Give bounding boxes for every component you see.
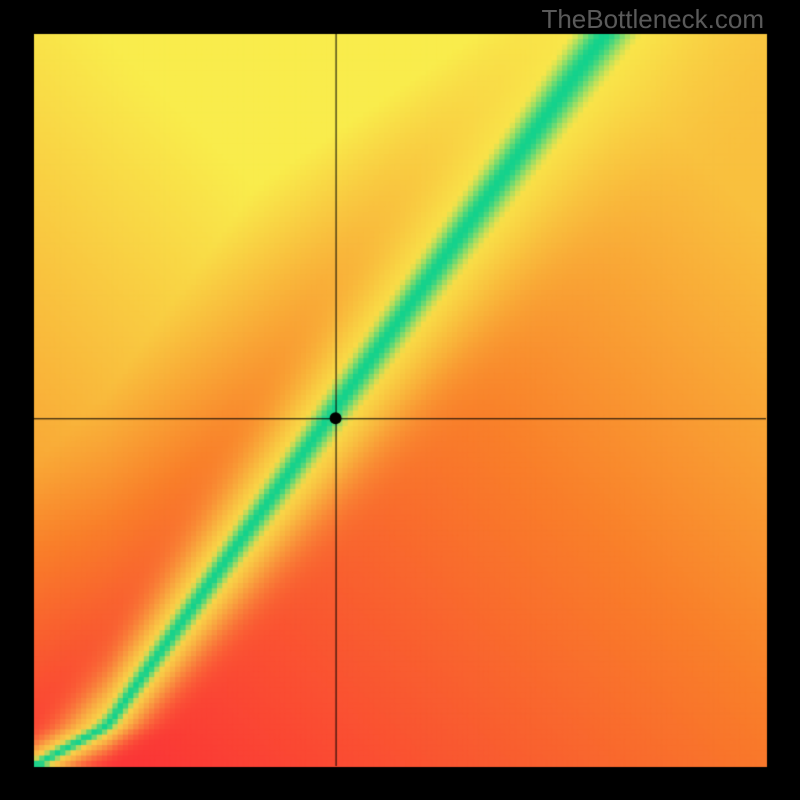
watermark-text: TheBottleneck.com: [541, 4, 764, 35]
bottleneck-heatmap: [0, 0, 800, 800]
